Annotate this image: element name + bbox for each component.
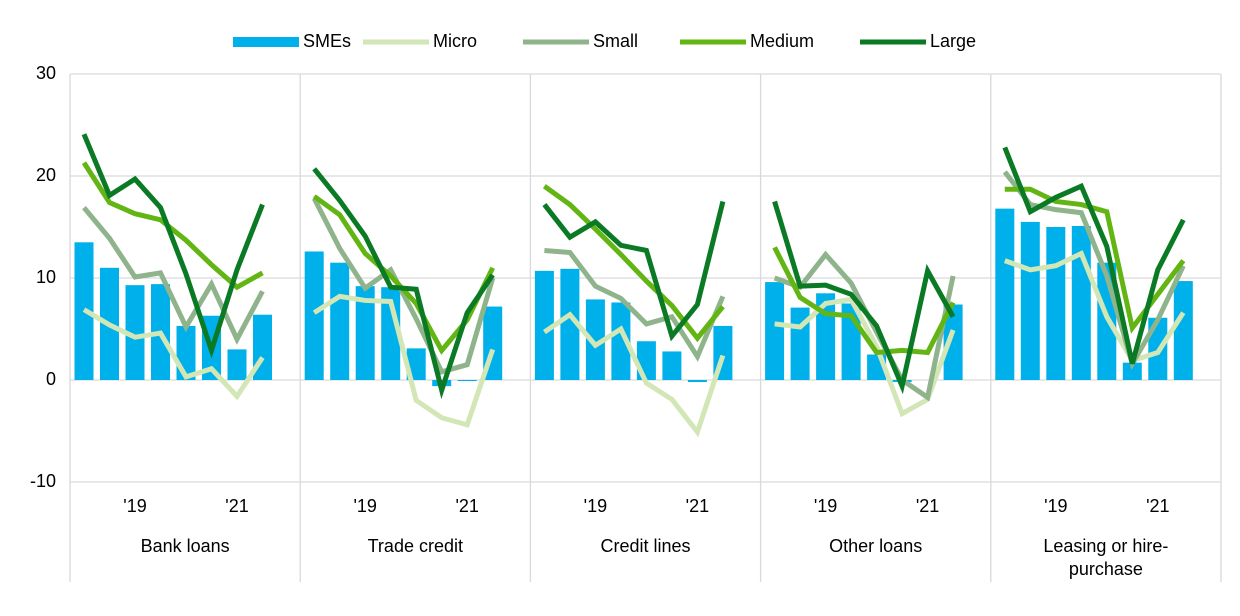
group-label: Leasing or hire-purchase bbox=[1043, 536, 1169, 579]
legend-label: Small bbox=[593, 31, 638, 51]
group-label: Credit lines bbox=[600, 536, 691, 556]
bar bbox=[1046, 227, 1066, 380]
bar bbox=[611, 302, 631, 380]
y-tick-label: 10 bbox=[36, 267, 56, 287]
bar bbox=[330, 262, 350, 380]
line bbox=[772, 246, 956, 356]
line bbox=[1002, 146, 1186, 365]
line bbox=[312, 293, 496, 428]
bar bbox=[355, 286, 375, 380]
group-label: Trade credit bbox=[367, 536, 463, 556]
line bbox=[772, 200, 956, 395]
line bbox=[81, 133, 265, 359]
bar bbox=[176, 325, 196, 380]
bar bbox=[1020, 221, 1040, 380]
x-tick-label: '19 bbox=[353, 496, 376, 516]
line bbox=[312, 167, 495, 400]
line bbox=[1003, 250, 1186, 364]
bar bbox=[457, 380, 477, 382]
legend-swatch bbox=[233, 37, 299, 47]
bar bbox=[560, 268, 580, 380]
bar bbox=[687, 380, 707, 383]
x-tick-label: '19 bbox=[123, 496, 146, 516]
y-tick-label: 20 bbox=[36, 165, 56, 185]
line bbox=[1002, 170, 1186, 370]
line bbox=[311, 197, 496, 375]
bar bbox=[227, 349, 247, 380]
y-tick-label: 30 bbox=[36, 63, 56, 83]
legend-label: Medium bbox=[750, 31, 814, 51]
x-tick-label: '19 bbox=[1044, 496, 1067, 516]
bar bbox=[534, 270, 554, 380]
line bbox=[82, 307, 265, 401]
bar bbox=[662, 351, 682, 380]
y-tick-label: 0 bbox=[46, 369, 56, 389]
line bbox=[82, 206, 265, 345]
line bbox=[1004, 186, 1186, 334]
bar bbox=[995, 208, 1015, 380]
legend-label: Micro bbox=[433, 31, 477, 51]
bar bbox=[304, 251, 324, 380]
bar bbox=[1122, 362, 1142, 380]
line bbox=[774, 296, 956, 418]
line bbox=[542, 200, 726, 342]
y-tick-label: -10 bbox=[30, 471, 56, 491]
legend-label: Large bbox=[930, 31, 976, 51]
bar bbox=[1173, 281, 1193, 380]
x-tick-label: '19 bbox=[814, 496, 837, 516]
line bbox=[544, 247, 726, 362]
x-tick-label: '19 bbox=[584, 496, 607, 516]
bar bbox=[943, 304, 963, 380]
line bbox=[542, 184, 725, 343]
bar bbox=[765, 282, 785, 380]
bar bbox=[125, 285, 145, 380]
x-tick-label: '21 bbox=[916, 496, 939, 516]
x-tick-label: '21 bbox=[455, 496, 478, 516]
group-label: Other loans bbox=[829, 536, 923, 556]
x-tick-label: '21 bbox=[1146, 496, 1169, 516]
x-tick-label: '21 bbox=[686, 496, 709, 516]
line bbox=[542, 311, 726, 438]
bar bbox=[585, 299, 605, 380]
bar bbox=[1071, 225, 1091, 380]
x-tick-label: '21 bbox=[225, 496, 248, 516]
legend-label: SMEs bbox=[303, 31, 351, 51]
group-label: Bank loans bbox=[140, 536, 230, 556]
